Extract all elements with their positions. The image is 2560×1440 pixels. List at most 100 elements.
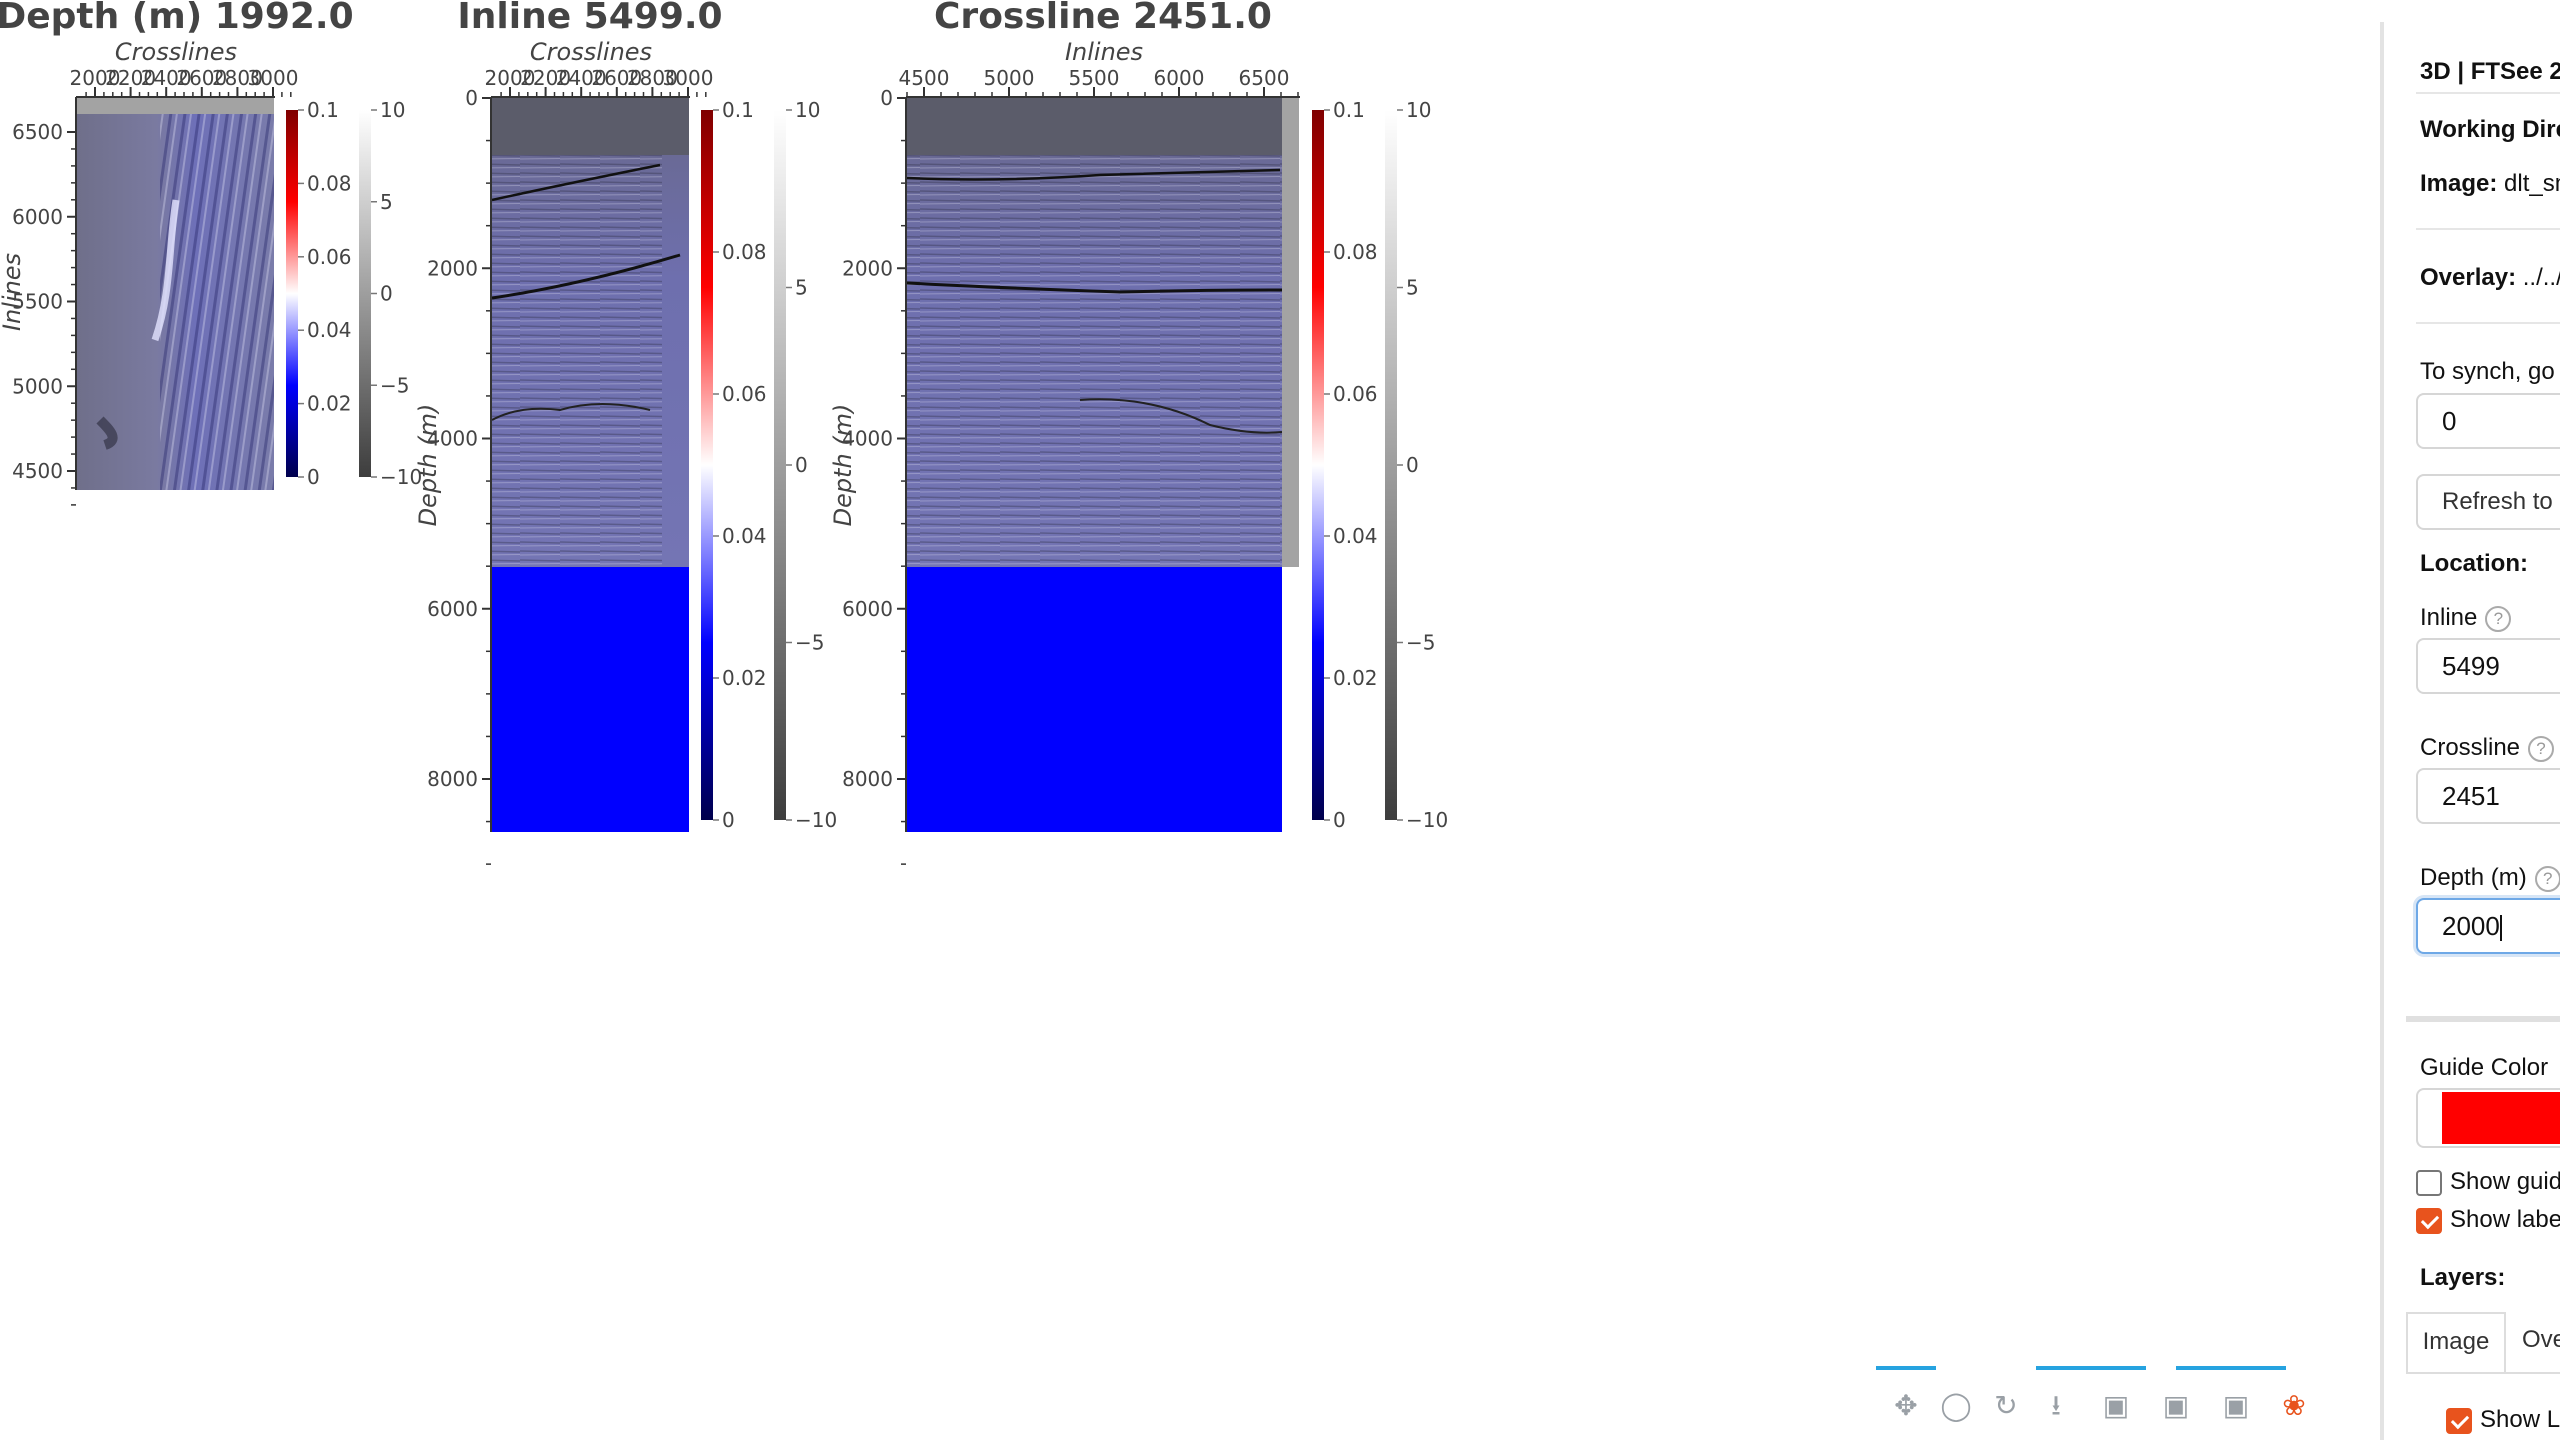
inline-ylabel: Depth (m) bbox=[414, 404, 442, 527]
crossline-y-tick-label: 2000 bbox=[842, 256, 893, 280]
inline-header-band bbox=[492, 97, 689, 155]
depth-slice-seismic-cb-tick-label: −5 bbox=[380, 373, 409, 397]
crossline-header-band bbox=[907, 97, 1282, 155]
crossline-overlay-cb-tick-label: 0.08 bbox=[1333, 240, 1378, 264]
inline-y-tick-label: 6000 bbox=[427, 597, 478, 621]
crossline-input[interactable]: 2451 bbox=[2416, 768, 2560, 824]
inline-overlay-cb-tick-label: 0.08 bbox=[722, 240, 767, 264]
crossline-seismic-cb-tick-label: 10 bbox=[1406, 98, 1431, 122]
depth-field-label: Depth (m)? bbox=[2420, 864, 2560, 892]
crossline-right-band bbox=[1282, 97, 1299, 567]
depth-slice-y-tick-label: 5000 bbox=[12, 374, 63, 398]
wheel-zoom-icon[interactable]: ◯ bbox=[1940, 1389, 1972, 1422]
depth-slice-overlay-cb-tick-label: 0.08 bbox=[307, 171, 352, 195]
inline-overlay-cb-tick-label: 0.04 bbox=[722, 524, 767, 548]
depth-slice-overlay-cb-tick-label: 0.1 bbox=[307, 98, 339, 122]
hover-icon-2[interactable]: ▣ bbox=[2162, 1389, 2190, 1422]
show-guides-checkbox[interactable]: Show guid bbox=[2416, 1168, 2560, 1196]
crossline-x-ticks: 4500 5000 5500 6000 6500 bbox=[899, 66, 1299, 97]
inline-seismic-colorbar: 10 5 0 −5 −10 bbox=[774, 98, 837, 832]
depth-slice-seismic-cb-tick-label: −10 bbox=[380, 465, 422, 489]
hover-icon[interactable]: ▣ bbox=[2102, 1389, 2130, 1422]
depth-help-icon[interactable]: ? bbox=[2534, 865, 2560, 892]
seismic-colorbar-ticks: 10 5 0 −5 −10 bbox=[371, 98, 422, 489]
crossline-x-tick-label: 5500 bbox=[1069, 66, 1120, 90]
depth-slice-y-tick-label: 6000 bbox=[12, 205, 63, 229]
depth-label-text: Depth (m) bbox=[2420, 864, 2527, 891]
crossline-y-tick-label: 6000 bbox=[842, 597, 893, 621]
crossline-overlay-cb-tick-label: 0.02 bbox=[1333, 666, 1378, 690]
crossline-plot[interactable]: Crossline 2451.0 Inlines Depth (m) 4500 5… bbox=[829, 0, 1448, 865]
inline-title: Inline 5499.0 bbox=[457, 0, 722, 37]
inline-input[interactable]: 5499 bbox=[2416, 638, 2560, 694]
show-layer-checkbox[interactable]: Show La bbox=[2446, 1406, 2560, 1434]
show-labels-checkbox[interactable]: Show labe bbox=[2416, 1206, 2560, 1234]
crossline-seismic-colorbar: 10 5 0 −5 −10 bbox=[1385, 98, 1448, 832]
inline-seismic-cb-tick-label: 5 bbox=[795, 276, 808, 300]
depth-slice-y-tick-label: 6500 bbox=[12, 120, 63, 144]
panel-divider[interactable] bbox=[2380, 22, 2384, 1440]
crossline-y-tick-label: 0 bbox=[880, 86, 893, 110]
sync-input[interactable]: 0 bbox=[2416, 393, 2560, 449]
inline-reflectors bbox=[492, 155, 662, 567]
crossline-blue-fill bbox=[907, 567, 1282, 832]
crossline-overlay-cb-tick-label: 0.1 bbox=[1333, 98, 1365, 122]
inline-horizon-3 bbox=[491, 403, 651, 421]
hover-icon-3[interactable]: ▣ bbox=[2222, 1389, 2250, 1422]
crossline-y-ticks: 0 2000 4000 6000 8000 bbox=[842, 86, 906, 865]
depth-slice-x-tick-label: 2400 bbox=[141, 66, 192, 90]
crossline-label-text: Crossline bbox=[2420, 734, 2521, 761]
overlay-row: Overlay: ../../ bbox=[2420, 264, 2560, 292]
crossline-overlay-cb-tick-label: 0.04 bbox=[1333, 524, 1378, 548]
control-panel: 3D | FTSee 2 Working Dire Image: dlt_sm … bbox=[2380, 0, 2560, 1440]
show-labels-label: Show labe bbox=[2450, 1206, 2560, 1233]
inline-x-tick-label: 3000 bbox=[663, 66, 714, 90]
depth-slice-seismic-colorbar: 10 5 0 −5 −10 bbox=[359, 98, 422, 489]
inline-overlay-cb-tick-label: 0.1 bbox=[722, 98, 754, 122]
crossline-ylabel: Depth (m) bbox=[829, 404, 857, 527]
depth-slice-y-tick-label: 5500 bbox=[12, 290, 63, 314]
guide-color-picker[interactable] bbox=[2416, 1088, 2560, 1148]
location-label: Location: bbox=[2420, 550, 2528, 577]
depth-slice-overlay-cb-tick-label: 0 bbox=[307, 465, 320, 489]
reset-icon[interactable]: ↻ bbox=[1994, 1389, 2018, 1422]
inline-field-label: Inline? bbox=[2420, 604, 2512, 632]
depth-slice-x-tick-label: 2000 bbox=[70, 66, 121, 90]
show-guides-box[interactable] bbox=[2416, 1169, 2442, 1196]
inline-label-text: Inline bbox=[2420, 604, 2478, 631]
inline-seismic-cb-tick-label: −10 bbox=[795, 808, 837, 832]
inline-overlay-cb-tick-label: 0.02 bbox=[722, 666, 767, 690]
crossline-overlay-cb-tick-label: 0.06 bbox=[1333, 382, 1378, 406]
crossline-help-icon[interactable]: ? bbox=[2528, 735, 2555, 762]
crossline-horizon-2 bbox=[906, 281, 1283, 294]
depth-slice-bright-feature bbox=[151, 199, 180, 342]
depth-slice-header-band bbox=[77, 97, 274, 114]
crossline-seismic-cb-tick-label: 0 bbox=[1406, 453, 1419, 477]
inline-x-tick-label: 2800 bbox=[627, 66, 678, 90]
depth-slice-plot[interactable]: Depth (m) 1992.0 Crosslines Inlines 2000… bbox=[0, 0, 422, 506]
inline-plot[interactable]: Inline 5499.0 Crosslines Depth (m) 20002… bbox=[414, 0, 837, 865]
tab-overlay[interactable]: Ove bbox=[2522, 1326, 2560, 1353]
inline-help-icon[interactable]: ? bbox=[2485, 605, 2512, 632]
inline-overlay-cb-tick-label: 0 bbox=[722, 808, 735, 832]
depth-slice-overlay-cb-tick-label: 0.04 bbox=[307, 318, 352, 342]
pan-icon[interactable]: ✥ bbox=[1894, 1389, 1918, 1422]
show-labels-box[interactable] bbox=[2416, 1207, 2442, 1234]
bokeh-logo-icon[interactable]: ❀ bbox=[2282, 1389, 2306, 1422]
inline-x-tick-label: 2600 bbox=[591, 66, 642, 90]
depth-slice-y-tick-label: 4500 bbox=[12, 459, 63, 483]
refresh-button[interactable]: Refresh to bbox=[2416, 474, 2560, 530]
tab-image[interactable]: Image bbox=[2406, 1312, 2506, 1372]
depth-slice-x-tick-label: 2200 bbox=[105, 66, 156, 90]
crossline-horizon-1 bbox=[906, 168, 1281, 181]
inline-y-tick-label: 8000 bbox=[427, 767, 478, 791]
show-layer-box[interactable] bbox=[2446, 1407, 2472, 1434]
show-guides-label: Show guid bbox=[2450, 1168, 2560, 1195]
depth-slice-seismic-cb-tick-label: 5 bbox=[380, 190, 393, 214]
guide-color-label: Guide Color bbox=[2420, 1054, 2549, 1081]
save-icon[interactable]: ⭳ bbox=[2051, 1389, 2061, 1422]
image-label: Image: bbox=[2420, 170, 2498, 197]
overlay-colorbar-ticks: 0.1 0.08 0.06 0.04 0.02 0 bbox=[298, 98, 352, 489]
depth-slice-y-ticks: 6500 6000 5500 5000 4500 bbox=[12, 120, 76, 506]
depth-input[interactable]: 2000 bbox=[2416, 898, 2560, 954]
